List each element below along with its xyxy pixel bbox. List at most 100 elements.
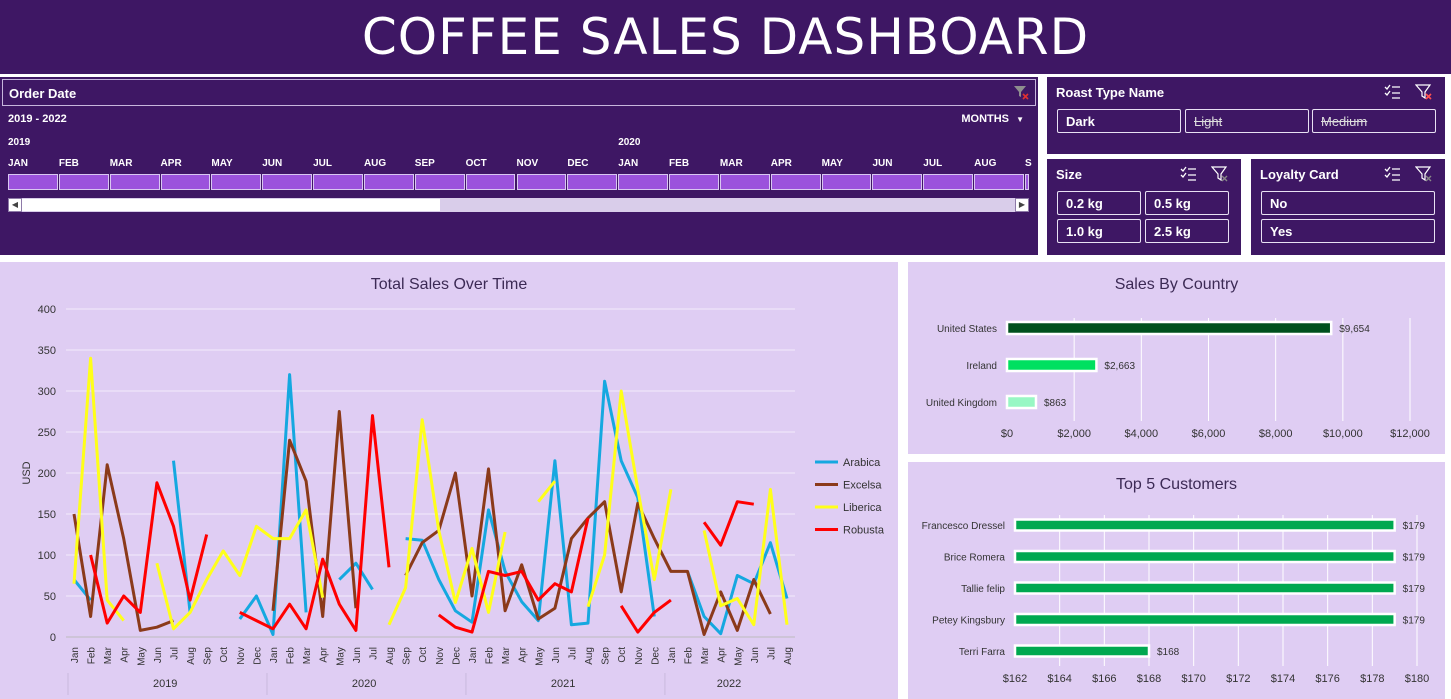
legend-label: Liberica xyxy=(843,502,882,514)
x-year-label: 2021 xyxy=(551,678,575,690)
x-year-label: 2019 xyxy=(153,678,177,690)
timeline-month-cell[interactable] xyxy=(262,174,313,190)
x-month-label: Jan xyxy=(269,647,280,663)
timeline-month-label: OCT xyxy=(465,158,487,169)
timeline-month-cell[interactable] xyxy=(669,174,719,190)
x-month-label: Mar xyxy=(501,646,512,664)
x-month-label: Aug xyxy=(186,647,197,665)
filter-clear-icon[interactable] xyxy=(1013,84,1029,100)
y-tick-label: 0 xyxy=(50,632,56,644)
timeline-scroll-thumb[interactable] xyxy=(22,199,440,211)
category-label: United Kingdom xyxy=(926,398,997,409)
timeline-month-cell[interactable] xyxy=(770,174,821,190)
sales-over-time-chart: 0 50 100 150 200 250 300 350 400 USD Jan Feb Mar Apr M… xyxy=(21,304,885,695)
roast-slicer-title: Roast Type Name xyxy=(1056,85,1165,100)
y-tick-label: 350 xyxy=(38,345,56,357)
x-tick-label: $168 xyxy=(1137,673,1161,685)
x-month-label: Apr xyxy=(518,646,529,662)
timeline-month-cell[interactable] xyxy=(414,174,465,190)
timeline-month-label: APR xyxy=(770,158,792,169)
timeline-month-cell[interactable] xyxy=(719,174,770,190)
timeline-month-cell[interactable] xyxy=(923,174,974,190)
timeline-scrollbar[interactable]: ◀ ▶ xyxy=(8,198,1029,212)
category-label: Francesco Dressel xyxy=(922,521,1005,532)
roast-type-slicer[interactable]: Roast Type Name Dark Light Medium xyxy=(1047,77,1445,154)
size-slicer[interactable]: Size 0.2 kg 0.5 kg 1.0 kg 2.5 kg xyxy=(1047,159,1241,255)
loyalty-option-yes[interactable]: Yes xyxy=(1261,219,1435,243)
timeline-month-cell[interactable] xyxy=(109,174,160,190)
timeline-month-cell[interactable] xyxy=(8,174,58,190)
x-month-label: Mar xyxy=(302,646,313,664)
timeline-month-cell[interactable] xyxy=(363,174,414,190)
bar xyxy=(1005,357,1098,373)
series-line-robusta xyxy=(619,598,672,634)
y-tick-label: 250 xyxy=(38,427,56,439)
chart-title: Sales By Country xyxy=(1114,276,1239,293)
x-month-label: Feb xyxy=(286,647,297,665)
data-label: $179 xyxy=(1403,521,1426,532)
series-line-liberica xyxy=(537,480,557,503)
x-month-label: May xyxy=(534,647,545,666)
top-customers-chart: $162 $164 $166 $168 $170 $172 $174 $176 $178 $180… xyxy=(922,515,1429,685)
x-tick-label: $162 xyxy=(1003,673,1027,685)
timeline-month-label: MAR xyxy=(719,158,743,169)
x-tick-label: $180 xyxy=(1405,673,1429,685)
timeline-month-cell[interactable] xyxy=(58,174,109,190)
bar xyxy=(1005,320,1333,336)
timeline-month-cell[interactable] xyxy=(1025,174,1029,190)
timeline-month-cell[interactable] xyxy=(567,174,618,190)
timeline-month-cell[interactable] xyxy=(160,174,211,190)
order-date-timeline[interactable]: Order Date 2019 - 2022 MONTHS ▼ 2019 2020… xyxy=(0,77,1038,255)
clear-filter-icon[interactable] xyxy=(1415,83,1433,101)
timeline-month-label: SEP xyxy=(414,158,435,169)
size-option-0-2kg[interactable]: 0.2 kg xyxy=(1057,191,1141,215)
chart-title: Total Sales Over Time xyxy=(370,276,528,293)
series-line-arabica xyxy=(686,541,789,636)
multi-select-icon[interactable] xyxy=(1383,165,1401,183)
size-option-0-5kg[interactable]: 0.5 kg xyxy=(1145,191,1229,215)
timeline-month-cell[interactable] xyxy=(872,174,923,190)
bar xyxy=(1013,549,1396,564)
x-month-label: Feb xyxy=(684,647,695,665)
loyalty-option-no[interactable]: No xyxy=(1261,191,1435,215)
filter-icon[interactable] xyxy=(1211,165,1229,183)
title-bar: COFFEE SALES DASHBOARD xyxy=(0,0,1451,74)
timeline-level-label: MONTHS xyxy=(961,113,1010,125)
timeline-month-cell[interactable] xyxy=(516,174,567,190)
timeline-month-label: MAY xyxy=(821,158,843,169)
roast-option-dark[interactable]: Dark xyxy=(1057,109,1181,133)
scroll-left-icon[interactable]: ◀ xyxy=(8,198,22,212)
roast-option-light[interactable]: Light xyxy=(1185,109,1309,133)
x-month-label: Apr xyxy=(319,646,330,662)
size-option-2-5kg[interactable]: 2.5 kg xyxy=(1145,219,1229,243)
bar xyxy=(1005,394,1038,410)
x-month-label: Jan xyxy=(70,647,81,663)
timeline-month-cell[interactable] xyxy=(211,174,262,190)
timeline-month-cell[interactable] xyxy=(974,174,1024,190)
timeline-month-cell[interactable] xyxy=(313,174,363,190)
x-tick-label: $166 xyxy=(1092,673,1116,685)
timeline-month-label: JUL xyxy=(923,158,943,169)
timeline-level-dropdown[interactable]: MONTHS ▼ xyxy=(961,113,1024,125)
y-tick-label: 50 xyxy=(44,591,56,603)
x-tick-label: $8,000 xyxy=(1259,428,1293,440)
x-tick-label: $6,000 xyxy=(1192,428,1226,440)
roast-option-medium[interactable]: Medium xyxy=(1312,109,1436,133)
y-tick-label: 100 xyxy=(38,550,56,562)
data-label: $2,663 xyxy=(1104,361,1135,372)
scroll-right-icon[interactable]: ▶ xyxy=(1015,198,1029,212)
series-line-liberica xyxy=(387,418,507,626)
x-month-label: Nov xyxy=(634,647,645,665)
series-line-liberica xyxy=(72,356,125,622)
loyalty-card-slicer[interactable]: Loyalty Card No Yes xyxy=(1251,159,1445,255)
timeline-month-cell[interactable] xyxy=(821,174,872,190)
legend-label: Arabica xyxy=(843,457,881,469)
multi-select-icon[interactable] xyxy=(1179,165,1197,183)
y-tick-label: 150 xyxy=(38,509,56,521)
x-month-label: May xyxy=(733,647,744,666)
timeline-month-cell[interactable] xyxy=(618,174,669,190)
size-option-1-0kg[interactable]: 1.0 kg xyxy=(1057,219,1141,243)
timeline-month-cell[interactable] xyxy=(465,174,516,190)
multi-select-icon[interactable] xyxy=(1383,83,1401,101)
filter-icon[interactable] xyxy=(1415,165,1433,183)
